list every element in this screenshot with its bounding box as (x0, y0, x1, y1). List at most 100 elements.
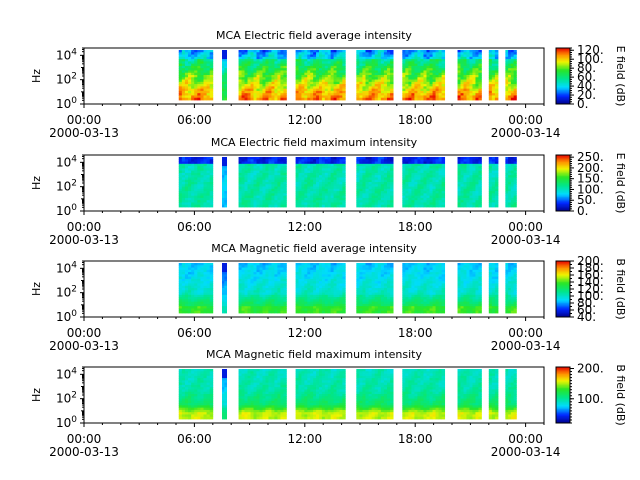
heatmap-cell (491, 56, 496, 60)
heatmap-cell (472, 79, 476, 83)
heatmap-cell (253, 65, 257, 69)
heatmap-cell (321, 170, 326, 174)
heatmap-cell (200, 172, 204, 176)
heatmap-cell (435, 72, 439, 76)
heatmap-cell (256, 186, 260, 190)
heatmap-cell (244, 59, 248, 62)
heatmap-cell (304, 193, 308, 197)
heatmap-cell (371, 157, 376, 160)
heatmap-cell (265, 170, 269, 174)
heatmap-cell (429, 70, 433, 74)
heatmap-cell (339, 77, 343, 80)
heatmap-cell (408, 79, 412, 83)
heatmap-cell (377, 84, 382, 87)
heatmap-cell (368, 168, 373, 172)
heatmap-cell (178, 172, 183, 176)
heatmap-cell (181, 263, 186, 266)
heatmap-cell (259, 269, 263, 273)
heatmap-cell (222, 299, 225, 303)
heatmap-cell (200, 175, 204, 178)
heatmap-cell (383, 163, 388, 167)
heatmap-cell (327, 182, 332, 185)
heatmap-cell (457, 170, 461, 174)
heatmap-cell (188, 177, 192, 181)
heatmap-cell (241, 157, 245, 160)
heatmap-cell (265, 283, 269, 287)
heatmap-cell (368, 72, 373, 76)
heatmap-cell (194, 184, 198, 187)
heatmap-cell (472, 75, 476, 78)
heatmap-cell (295, 170, 299, 174)
heatmap-cell (457, 157, 461, 160)
heatmap-cell (380, 65, 385, 69)
heatmap-cell (203, 170, 208, 174)
heatmap-cell (508, 175, 512, 178)
spectrogram (178, 157, 517, 208)
heatmap-cell (463, 163, 467, 167)
heatmap-cell (253, 95, 257, 99)
heatmap-cell (253, 79, 257, 83)
heatmap-cell (301, 88, 305, 92)
heatmap-cell (310, 294, 314, 298)
heatmap-cell (402, 197, 406, 201)
heatmap-cell (327, 93, 332, 96)
heatmap-cell (268, 294, 272, 298)
heatmap-cell (380, 88, 385, 92)
heatmap-cell (324, 79, 329, 83)
heatmap-cell (265, 265, 269, 268)
heatmap-cell (463, 75, 467, 78)
heatmap-cell (268, 263, 272, 266)
heatmap-cell (380, 195, 385, 199)
heatmap-cell (178, 274, 183, 278)
heatmap-cell (200, 276, 204, 280)
heatmap-cell (271, 161, 275, 165)
heatmap-cell (362, 157, 366, 160)
heatmap-cell (191, 75, 195, 78)
heatmap-cell (426, 95, 430, 99)
heatmap-cell (469, 86, 473, 90)
heatmap-cell (262, 61, 266, 65)
heatmap-cell (386, 159, 391, 162)
heatmap-cell (307, 265, 311, 268)
heatmap-cell (414, 65, 418, 69)
heatmap-cell (426, 50, 430, 53)
heatmap-cell (327, 202, 332, 206)
heatmap-cell (200, 63, 204, 67)
heatmap-cell (383, 200, 388, 203)
heatmap-cell (280, 161, 284, 165)
heatmap-cell (371, 193, 376, 197)
heatmap-cell (466, 186, 470, 190)
heatmap-cell (508, 179, 512, 183)
heatmap-cell (253, 63, 257, 67)
heatmap-cell (283, 306, 287, 309)
heatmap-cell (178, 278, 183, 282)
heatmap-cell (256, 299, 260, 303)
heatmap-cell (318, 263, 323, 266)
heatmap-cell (371, 56, 376, 60)
heatmap-cell (262, 204, 266, 208)
heatmap-cell (438, 77, 443, 80)
heatmap-cell (505, 50, 509, 53)
heatmap-cell (513, 54, 517, 58)
heatmap-cell (283, 170, 287, 174)
heatmap-cell (505, 93, 509, 96)
heatmap-cell (475, 161, 479, 165)
heatmap-cell (342, 72, 346, 76)
heatmap-cell (181, 79, 186, 83)
heatmap-cell (298, 288, 302, 291)
heatmap-cell (241, 59, 245, 62)
heatmap-cell (457, 61, 461, 65)
heatmap-cell (463, 54, 467, 58)
heatmap-cell (414, 56, 418, 60)
heatmap-cell (339, 172, 343, 176)
heatmap-cell (423, 172, 427, 176)
heatmap-cell (435, 90, 439, 94)
heatmap-cell (238, 63, 242, 67)
heatmap-cell (280, 175, 284, 178)
heatmap-cell (197, 54, 201, 58)
heatmap-cell (466, 170, 470, 174)
heatmap-cell (411, 204, 415, 208)
heatmap-cell (508, 65, 512, 69)
heatmap-cell (268, 159, 272, 162)
heatmap-cell (178, 285, 183, 289)
